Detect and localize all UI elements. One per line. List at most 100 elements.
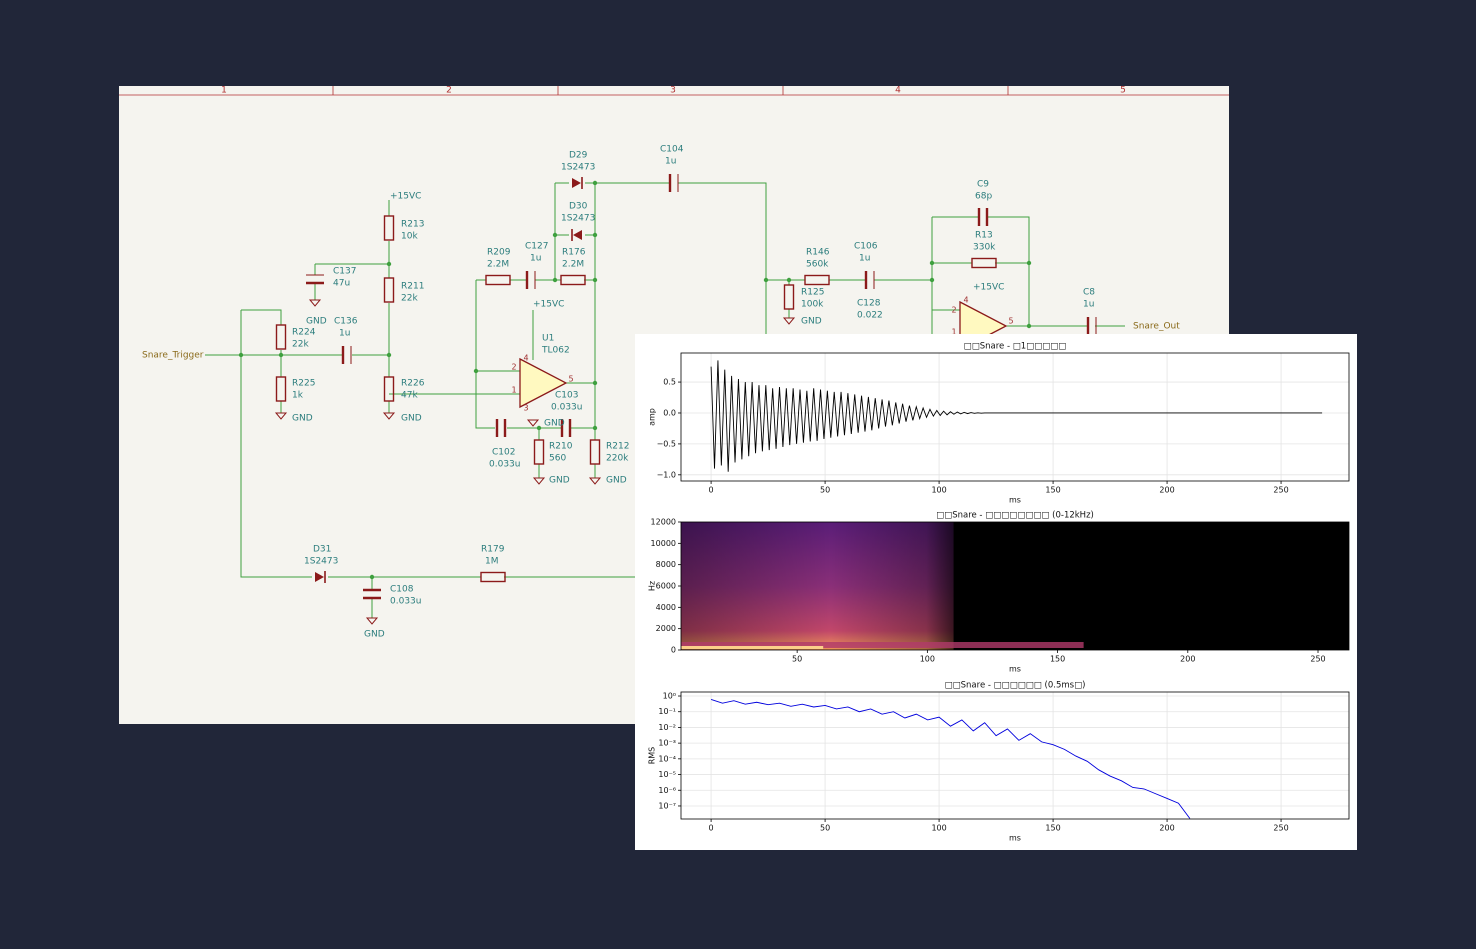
resistor [589, 439, 601, 465]
y-tick-label: −0.5 [657, 439, 676, 448]
y-tick-label: 8000 [656, 560, 676, 569]
y-tick-label: 0.0 [663, 408, 676, 417]
component-value: 0.022 [857, 311, 883, 321]
x-tick-label: 100 [931, 486, 946, 495]
power-label: +15VC [973, 283, 1004, 293]
junction [1026, 260, 1032, 266]
plot-title: □□Snare - □1□□□□□ [964, 342, 1067, 352]
component-value: 1S2473 [304, 557, 338, 567]
junction [473, 368, 479, 374]
port-label: Snare_Out [1133, 322, 1180, 332]
resistor [485, 274, 511, 286]
component-value: 1u [665, 157, 676, 167]
component-ref: C102 [492, 448, 515, 458]
ground-symbol [782, 317, 796, 325]
component-ref: C106 [854, 242, 878, 252]
x-tick-label: 200 [1159, 824, 1174, 833]
component-value: 1k [292, 391, 304, 401]
diode [573, 230, 582, 240]
x-tick-label: 0 [709, 824, 714, 833]
power-label: GND [306, 317, 327, 327]
component-value: 0.033u [390, 597, 421, 607]
component-ref: C8 [1083, 288, 1095, 298]
y-tick-label: 4000 [656, 603, 676, 612]
component-ref: R211 [401, 282, 424, 292]
pin-number: 5 [568, 375, 573, 384]
component-ref: C9 [977, 180, 989, 190]
junction [278, 352, 284, 358]
component-ref: R210 [549, 442, 573, 452]
resistor [275, 324, 287, 350]
power-label: GND [801, 317, 822, 327]
junction [552, 277, 558, 283]
component-ref: C104 [660, 145, 684, 155]
component-value: 1u [530, 254, 541, 264]
power-label: GND [401, 414, 422, 424]
component-ref: C137 [333, 267, 356, 277]
junction [386, 261, 392, 267]
border-number: 2 [446, 86, 452, 96]
component-ref: R146 [806, 248, 830, 258]
pin-number: 2 [511, 363, 516, 372]
x-tick-label: 100 [931, 824, 946, 833]
spectrogram-shade [681, 522, 954, 650]
junction [552, 232, 558, 238]
power-label: GND [364, 630, 385, 640]
component-ref: R13 [975, 231, 993, 241]
pin-number: 4 [963, 296, 968, 305]
junction [592, 232, 598, 238]
resistor [383, 277, 395, 303]
component-ref: U1 [542, 334, 554, 344]
component-value: 1S2473 [561, 163, 595, 173]
x-tick-label: 250 [1273, 486, 1288, 495]
x-tick-label: 150 [1045, 824, 1060, 833]
component-value: 2.2M [487, 260, 509, 270]
border-number: 3 [670, 86, 676, 96]
pin-number: 5 [1008, 317, 1013, 326]
resistor [383, 376, 395, 402]
component-value: 1u [1083, 300, 1094, 310]
x-axis-label: ms [1009, 496, 1021, 505]
component-value: 560 [549, 454, 566, 464]
resistor [480, 571, 506, 583]
y-tick-label: 10⁻⁴ [658, 754, 676, 763]
component-ref: D30 [569, 202, 588, 212]
x-axis-label: ms [1009, 834, 1021, 843]
y-tick-label: 6000 [656, 582, 676, 591]
y-tick-label: 10⁻⁶ [658, 786, 676, 795]
y-tick-label: 10⁻² [658, 723, 676, 732]
wire [678, 182, 767, 334]
x-tick-label: 200 [1159, 486, 1174, 495]
plots: 0 50 100 150 200 250 −1.0 −0.5 0.0 0.5 □□Snare - □… [648, 342, 1350, 843]
spectrogram-low-band [681, 646, 824, 649]
x-tick-label: 50 [820, 824, 830, 833]
component-ref: C103 [555, 391, 578, 401]
component-ref: D29 [569, 151, 588, 161]
x-tick-label: 0 [709, 486, 714, 495]
component-value: 22k [401, 294, 418, 304]
resistor [383, 215, 395, 241]
pin-number: 3 [523, 404, 528, 413]
component-ref: C127 [525, 242, 548, 252]
y-tick-label: 10⁻⁵ [658, 770, 676, 779]
component-ref: R209 [487, 248, 511, 258]
x-tick-label: 50 [820, 486, 830, 495]
component-ref: R212 [606, 442, 629, 452]
y-axis-label: Hz [648, 581, 657, 591]
data-line [710, 360, 1323, 472]
y-tick-label: 10000 [651, 539, 676, 548]
ground-symbol [308, 299, 322, 307]
component-value: 47k [401, 391, 418, 401]
component-ref: R226 [401, 379, 425, 389]
junction [386, 352, 392, 358]
junction [536, 425, 542, 431]
ground-symbol [274, 412, 288, 420]
component-value: 1u [859, 254, 870, 264]
component-value: 1S2473 [561, 214, 595, 224]
power-label: GND [549, 476, 570, 486]
ground-symbol [526, 419, 540, 427]
diode [572, 178, 581, 188]
component-value: 560k [806, 260, 829, 270]
power-label: GND [606, 476, 627, 486]
